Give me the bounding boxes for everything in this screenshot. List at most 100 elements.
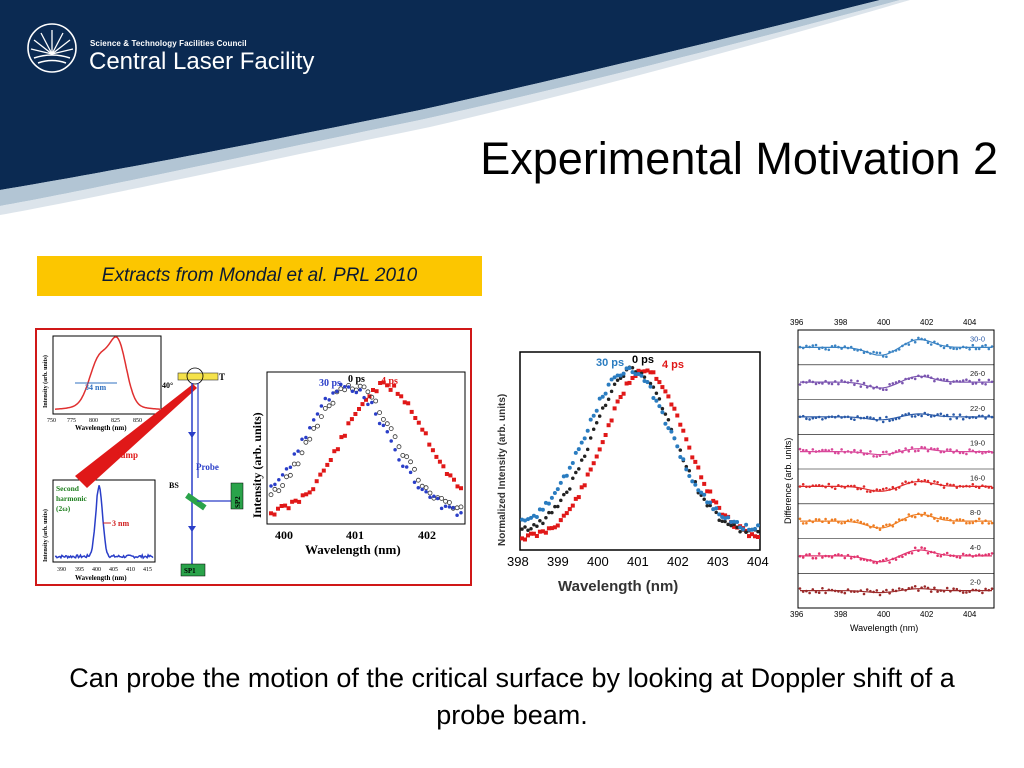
inset-bottom-annotation: 3 nm <box>112 519 129 528</box>
mid-ylabel: Normalized Intensity (arb. units) <box>497 394 508 546</box>
difference-point <box>843 521 847 525</box>
mid-point-0ps <box>630 365 635 370</box>
mid-point-0ps <box>699 493 703 498</box>
difference-point <box>837 451 840 455</box>
spectra-point-30ps <box>311 418 316 422</box>
mid-point-4ps <box>690 455 695 460</box>
mid-point-4ps <box>540 529 545 534</box>
mid-point-4ps <box>654 376 659 381</box>
difference-point <box>891 382 895 385</box>
difference-point <box>885 415 888 419</box>
spectra-point-30ps <box>354 390 359 395</box>
trace-label: 22-0 <box>970 404 985 413</box>
difference-point <box>865 588 869 591</box>
spectra-point-4ps <box>325 462 330 467</box>
difference-point <box>849 417 853 421</box>
spectra-point-30ps <box>373 412 378 416</box>
difference-point <box>945 517 949 520</box>
mid-legend-30ps: 30 ps <box>596 357 624 369</box>
spectra-point-0ps <box>361 384 367 390</box>
mid-point-0ps <box>651 385 656 389</box>
difference-point <box>974 382 978 385</box>
difference-point <box>875 351 879 354</box>
spectra-point-0ps <box>268 492 274 498</box>
mid-point-0ps <box>538 518 542 523</box>
spectra-point-4ps <box>314 479 319 484</box>
difference-point <box>904 447 907 450</box>
spectra-point-30ps <box>377 421 382 426</box>
mid-point-30ps <box>756 523 760 528</box>
mid-point-4ps <box>651 370 656 375</box>
difference-point <box>849 379 853 382</box>
spectra-point-30ps <box>358 388 362 392</box>
difference-point <box>840 522 843 525</box>
spectra-point-4ps <box>290 499 295 504</box>
spectra-point-30ps <box>339 382 343 387</box>
difference-point <box>865 386 869 389</box>
legend-30ps: 30 ps <box>319 378 341 389</box>
difference-point <box>929 590 933 593</box>
difference-point <box>958 451 962 455</box>
mid-point-30ps <box>696 488 701 493</box>
difference-point <box>929 513 933 516</box>
mid-point-4ps <box>714 500 719 505</box>
spectra-point-0ps <box>446 500 452 505</box>
difference-point <box>830 518 834 522</box>
mid-point-4ps <box>526 533 530 538</box>
mid-point-30ps <box>603 391 608 396</box>
trace-label: 26-0 <box>970 369 985 378</box>
mid-point-30ps <box>681 457 686 462</box>
difference-point <box>865 490 869 493</box>
spectra-point-30ps <box>428 495 432 500</box>
difference-point <box>885 557 888 561</box>
difference-point <box>917 478 920 482</box>
mid-point-0ps <box>568 487 572 491</box>
trace-label: 8-0 <box>970 508 981 517</box>
mid-point-0ps <box>559 498 563 503</box>
difference-trace <box>800 375 992 389</box>
mid-tick: 398 <box>507 554 529 569</box>
mid-point-30ps <box>690 479 695 484</box>
spectra-point-4ps <box>311 487 316 492</box>
mid-point-0ps <box>615 378 620 382</box>
right-bottom-tick: 400 <box>877 610 891 619</box>
spectra-point-4ps <box>409 409 414 414</box>
difference-trace <box>800 448 992 456</box>
difference-point <box>856 379 859 383</box>
spectra-point-30ps <box>350 389 355 394</box>
spectra-point-30ps <box>296 449 300 453</box>
difference-point <box>888 419 891 423</box>
mid-point-4ps <box>699 475 704 480</box>
mid-point-4ps <box>693 459 698 464</box>
difference-point <box>878 416 882 420</box>
spectra-point-30ps <box>435 496 440 501</box>
mid-point-30ps <box>753 526 757 531</box>
target <box>177 372 219 381</box>
difference-point <box>805 449 808 452</box>
difference-point <box>878 593 882 597</box>
mid-point-0ps <box>550 510 554 515</box>
header-banner <box>0 0 910 215</box>
mid-point-30ps <box>717 512 722 517</box>
mid-tick: 399 <box>547 554 569 569</box>
mid-point-4ps <box>687 445 692 450</box>
mid-point-30ps <box>582 436 587 441</box>
spectra-point-4ps <box>332 449 337 454</box>
mid-point-4ps <box>529 531 533 536</box>
mid-point-0ps <box>529 527 533 531</box>
spectra-point-4ps <box>283 503 288 508</box>
mid-point-30ps <box>591 413 596 418</box>
right-bottom-tick: 398 <box>834 610 848 619</box>
mid-point-30ps <box>564 473 569 478</box>
difference-point <box>926 341 930 344</box>
difference-point <box>990 587 994 590</box>
mid-point-0ps <box>657 397 662 401</box>
spectra-point-0ps <box>326 403 332 409</box>
second-harmonic-label: harmonic <box>56 494 88 503</box>
difference-point <box>885 355 888 358</box>
mid-point-30ps <box>529 515 533 520</box>
difference-point <box>814 518 818 521</box>
spectra-point-4ps <box>399 394 404 399</box>
difference-point <box>827 521 831 524</box>
mid-point-30ps <box>558 480 563 485</box>
